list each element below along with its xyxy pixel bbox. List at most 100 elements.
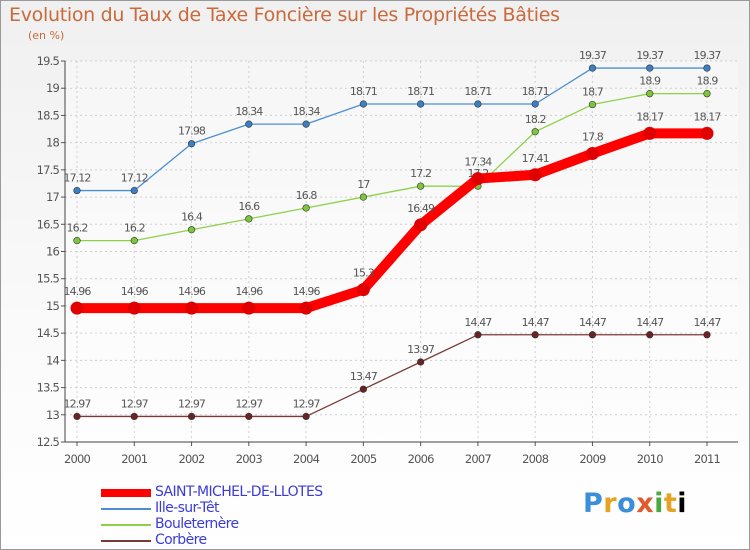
data-point-saint-michel-de-llotes [528, 168, 542, 182]
legend-swatch-ille-sur-tet [101, 508, 151, 510]
y-tick-label: 19 [46, 81, 60, 95]
data-point-saint-michel-de-llotes [185, 301, 199, 315]
data-point-saint-michel-de-llotes [356, 283, 370, 297]
series-line-saint-michel-de-llotes [72, 128, 712, 314]
data-point-saint-michel-de-llotes [414, 218, 428, 232]
data-label-bouleternere: 17.2 [410, 167, 431, 180]
data-label-saint-michel-de-llotes: 18.17 [694, 110, 722, 123]
data-point-ille-sur-tet [187, 140, 196, 148]
data-point-bouleternere [245, 215, 253, 223]
data-label-saint-michel-de-llotes: 15.3 [353, 267, 375, 280]
data-point-bouleternere [73, 237, 81, 245]
data-point-ille-sur-tet [302, 120, 310, 128]
data-point-bouleternere [703, 90, 711, 98]
data-point-corbere [73, 412, 81, 421]
data-point-bouleternere [187, 226, 196, 234]
data-label-corbere: 14.47 [522, 316, 550, 329]
y-tick-label: 18 [46, 136, 60, 150]
data-label-bouleternere: 16.6 [238, 200, 260, 213]
x-tick-label: 2002 [179, 452, 206, 466]
x-tick-label: 2011 [694, 452, 721, 466]
data-label-corbere: 12.97 [293, 397, 321, 410]
data-label-bouleternere: 16.8 [296, 189, 318, 202]
data-label-bouleternere: 17 [357, 178, 370, 191]
legend-swatch-saint-michel [101, 489, 151, 497]
data-label-corbere: 12.97 [178, 397, 206, 410]
y-tick-label: 18.5 [37, 108, 60, 122]
data-label-saint-michel-de-llotes: 14.96 [293, 285, 321, 298]
data-point-ille-sur-tet [588, 64, 597, 72]
data-point-saint-michel-de-llotes [242, 301, 256, 315]
x-tick-label: 2001 [121, 452, 148, 466]
proxiti-logo: Proxiti [583, 488, 687, 519]
data-label-corbere: 14.47 [636, 316, 664, 329]
data-label-ille-sur-tet: 17.12 [64, 172, 91, 185]
data-label-ille-sur-tet: 19.37 [636, 49, 664, 62]
legend-item-corbere: Corbère [101, 532, 401, 549]
data-point-ille-sur-tet [646, 64, 654, 72]
logo-letter: P [583, 488, 604, 519]
data-label-ille-sur-tet: 17.98 [178, 125, 206, 138]
data-point-saint-michel-de-llotes [70, 301, 84, 315]
data-label-saint-michel-de-llotes: 14.96 [121, 285, 149, 298]
data-point-ille-sur-tet [359, 100, 367, 108]
data-label-bouleternere: 18.9 [697, 75, 719, 88]
data-label-ille-sur-tet: 18.34 [293, 105, 321, 118]
x-tick-label: 2006 [408, 452, 435, 466]
data-label-bouleternere: 18.9 [639, 75, 661, 88]
data-point-saint-michel-de-llotes [585, 147, 599, 161]
data-label-ille-sur-tet: 18.71 [407, 85, 434, 98]
data-point-corbere [531, 331, 539, 339]
x-tick-label: 2003 [236, 452, 263, 466]
data-label-saint-michel-de-llotes: 17.34 [464, 156, 492, 169]
y-tick-label: 12.5 [37, 435, 60, 449]
chart-unit-label: (en %) [28, 29, 65, 42]
data-label-saint-michel-de-llotes: 14.96 [64, 285, 92, 298]
data-point-saint-michel-de-llotes [643, 126, 657, 140]
data-point-corbere [187, 412, 196, 421]
data-point-saint-michel-de-llotes [127, 301, 141, 315]
logo-letter: r [603, 488, 618, 519]
data-label-ille-sur-tet: 17.12 [121, 172, 148, 185]
data-label-saint-michel-de-llotes: 17.41 [522, 152, 549, 165]
legend-item-bouleternere: Bouleternère [101, 516, 401, 533]
y-tick-label: 17 [46, 190, 60, 204]
x-tick-label: 2005 [350, 452, 377, 466]
data-point-ille-sur-tet [531, 100, 539, 108]
data-label-saint-michel-de-llotes: 16.49 [407, 202, 435, 215]
series-line-corbere [76, 334, 708, 418]
legend: SAINT-MICHEL-DE-LLOTES Ille-sur-Têt Boul… [101, 484, 401, 549]
series-corbere: 12.97 12.97 12.97 12.97 12.97 13.47 13.97 14.47… [64, 316, 722, 421]
data-label-saint-michel-de-llotes: 18.17 [636, 110, 664, 123]
x-tick-label: 2009 [579, 452, 606, 466]
data-point-bouleternere [646, 90, 654, 98]
y-tick-label: 17.5 [37, 163, 60, 177]
data-point-ille-sur-tet [417, 100, 425, 108]
data-point-corbere [130, 412, 138, 421]
data-label-corbere: 14.47 [464, 316, 492, 329]
data-label-bouleternere: 18.7 [582, 86, 604, 99]
legend-label-ille-sur-tet: Ille-sur-Têt [155, 500, 219, 516]
data-label-bouleternere: 16.2 [124, 222, 145, 235]
data-label-bouleternere: 16.2 [67, 222, 88, 235]
legend-item-ille-sur-tet: Ille-sur-Têt [101, 500, 401, 517]
data-point-corbere [588, 331, 597, 339]
data-label-ille-sur-tet: 18.71 [350, 85, 377, 98]
y-tick-label: 13.5 [37, 381, 60, 395]
data-label-saint-michel-de-llotes: 14.96 [178, 285, 206, 298]
data-label-corbere: 14.47 [579, 316, 607, 329]
logo-letter: t [663, 488, 678, 519]
data-point-bouleternere [130, 237, 138, 245]
logo-letter: x [636, 488, 655, 519]
data-label-ille-sur-tet: 19.37 [579, 49, 607, 62]
data-point-bouleternere [531, 128, 539, 136]
y-tick-label: 16 [46, 245, 60, 259]
data-point-saint-michel-de-llotes [299, 301, 313, 315]
data-label-saint-michel-de-llotes: 17.8 [582, 131, 604, 144]
data-label-corbere: 12.97 [235, 397, 263, 410]
y-tick-label: 16.5 [37, 217, 60, 231]
data-label-corbere: 12.97 [64, 397, 92, 410]
y-tick-label: 15.5 [37, 272, 60, 286]
